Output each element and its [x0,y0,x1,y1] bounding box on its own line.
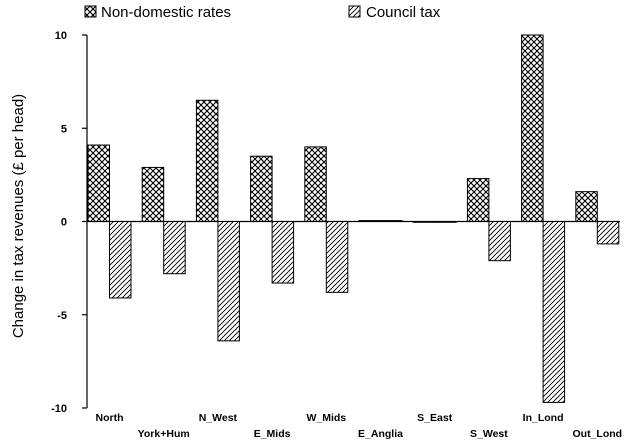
bar-non-domestic-rates-e-anglia [358,220,381,223]
bar-non-domestic-rates-in-lond [521,34,544,222]
category-label: E_Anglia [358,428,403,440]
category-label: E_Mids [254,428,291,440]
y-tick-label: 10 [55,30,67,42]
y-tick-label: 5 [61,123,67,135]
category-label: S_West [470,428,508,440]
legend: Non-domestic rates Council tax [84,4,441,21]
bar-non-domestic-rates-w-mids [304,146,327,222]
bars [87,34,620,403]
bar-council-tax-n-west [217,221,240,342]
bar-non-domestic-rates-out-lond [575,191,598,223]
y-tick-label: -5 [57,310,67,322]
bar-non-domestic-rates-north [87,144,110,222]
bar-non-domestic-rates-n-west [195,99,219,222]
y-tick-label: 0 [61,217,67,229]
bar-council-tax-in-lond [542,221,566,403]
legend-swatch-non-domestic-rates [84,5,97,18]
bar-non-domestic-rates-e-mids [250,155,273,223]
y-axis-label: Change in tax revenues (£ per head) [10,94,27,338]
bar-non-domestic-rates-york-hum [141,166,165,222]
bar-non-domestic-rates-s-east [412,221,436,223]
category-label: In_Lond [523,412,564,424]
bar-council-tax-north [109,221,132,299]
bar-council-tax-e-mids [271,221,295,284]
bar-non-domestic-rates-s-west [466,178,490,222]
bar-council-tax-out-lond [596,221,620,245]
legend-label-non-domestic-rates: Non-domestic rates [101,4,231,21]
bar-council-tax-w-mids [325,221,349,293]
legend-swatch-council-tax [348,5,361,18]
category-labels: North York+Hum N_West E_Mids W_Mids E_Anglia S… [96,412,623,440]
category-label: N_West [199,412,238,424]
bar-council-tax-s-east [434,221,457,223]
category-label: York+Hum [138,428,190,440]
category-label: North [96,412,124,424]
category-label: W_Mids [306,412,346,424]
y-tick-label: -10 [51,403,67,415]
legend-label-council-tax: Council tax [366,4,441,21]
bar-council-tax-s-west [488,221,511,262]
bar-council-tax-york-hum [163,221,186,275]
category-label: S_East [417,412,453,424]
category-label: Out_Lond [573,428,623,440]
bar-council-tax-e-anglia [380,220,403,223]
